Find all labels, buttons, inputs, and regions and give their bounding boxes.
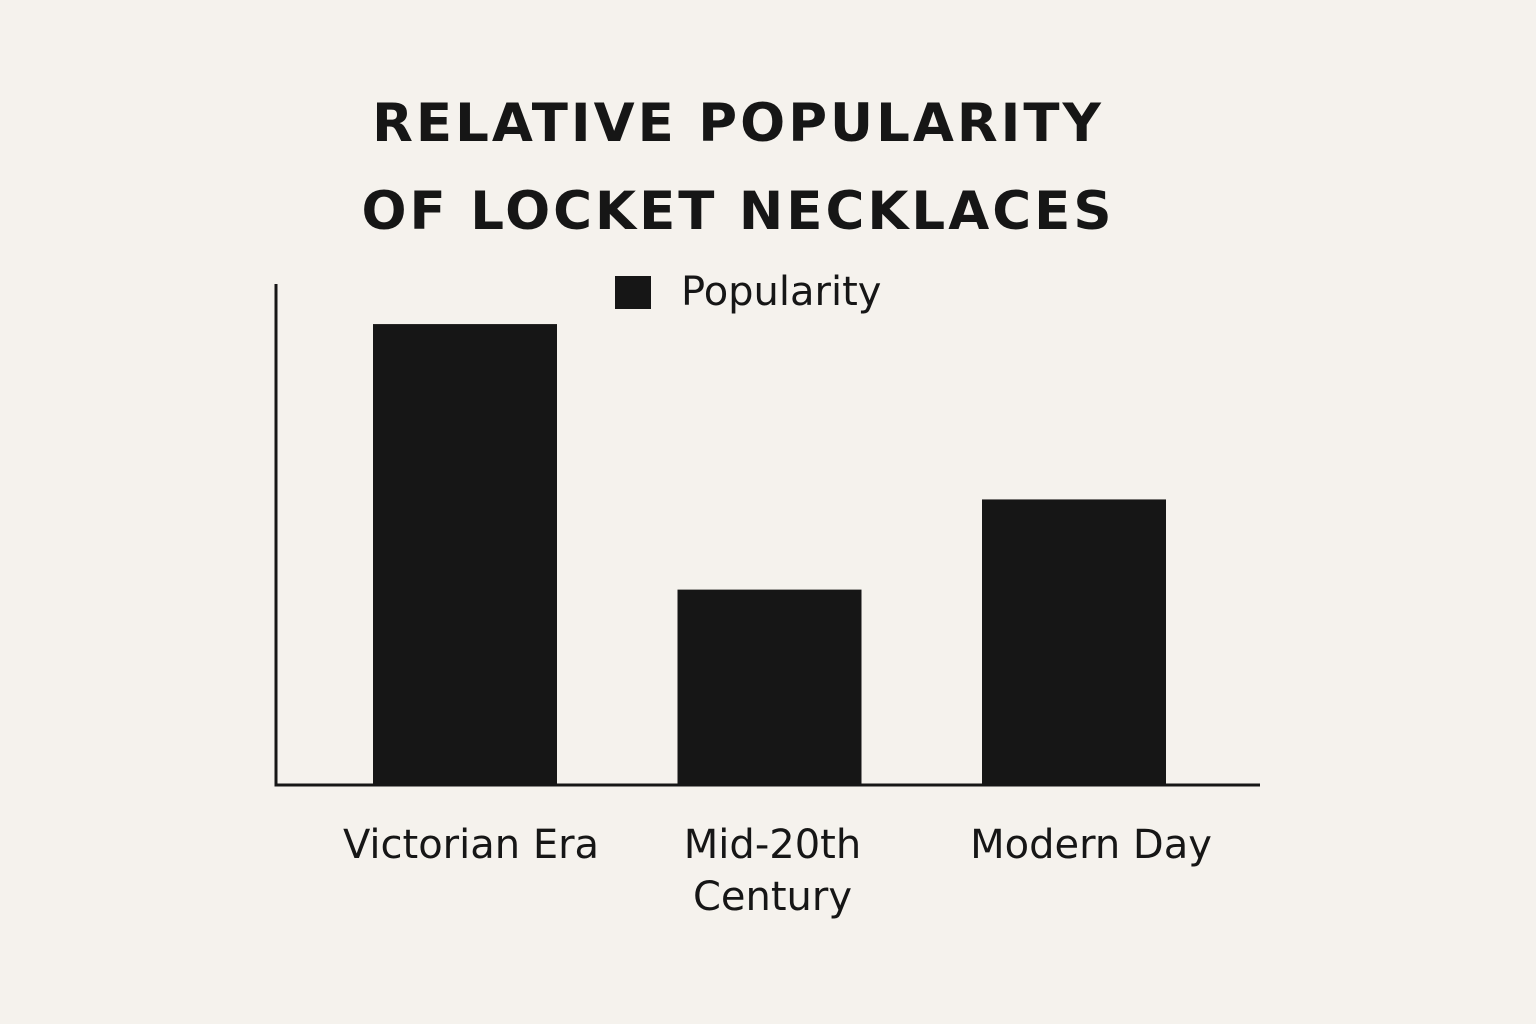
bar-0	[373, 324, 557, 785]
category-labels-group: Victorian Era Mid-20th Century Modern Day	[343, 822, 1212, 920]
category-label-2: Modern Day	[970, 822, 1212, 868]
category-label-0-line-0: Victorian Era	[343, 822, 599, 868]
bar-2	[982, 499, 1166, 785]
bars-group	[373, 324, 1166, 785]
category-label-1-line-0: Mid-20th	[684, 822, 861, 868]
axes-group	[274, 284, 1260, 787]
category-label-1-line-1: Century	[693, 874, 852, 920]
category-label-2-line-0: Modern Day	[970, 822, 1212, 868]
legend: Popularity	[615, 266, 881, 318]
bar-1	[677, 589, 862, 785]
category-label-0: Victorian Era	[343, 822, 599, 868]
chart-title-line-2: OF LOCKET NECKLACES	[361, 181, 1115, 242]
legend-label: Popularity	[681, 269, 882, 315]
category-label-1: Mid-20th Century	[684, 822, 861, 920]
chart-title: RELATIVE POPULARITY OF LOCKET NECKLACES	[238, 80, 1238, 256]
chart-title-line-1: RELATIVE POPULARITY	[372, 93, 1104, 154]
legend-swatch	[615, 275, 651, 309]
